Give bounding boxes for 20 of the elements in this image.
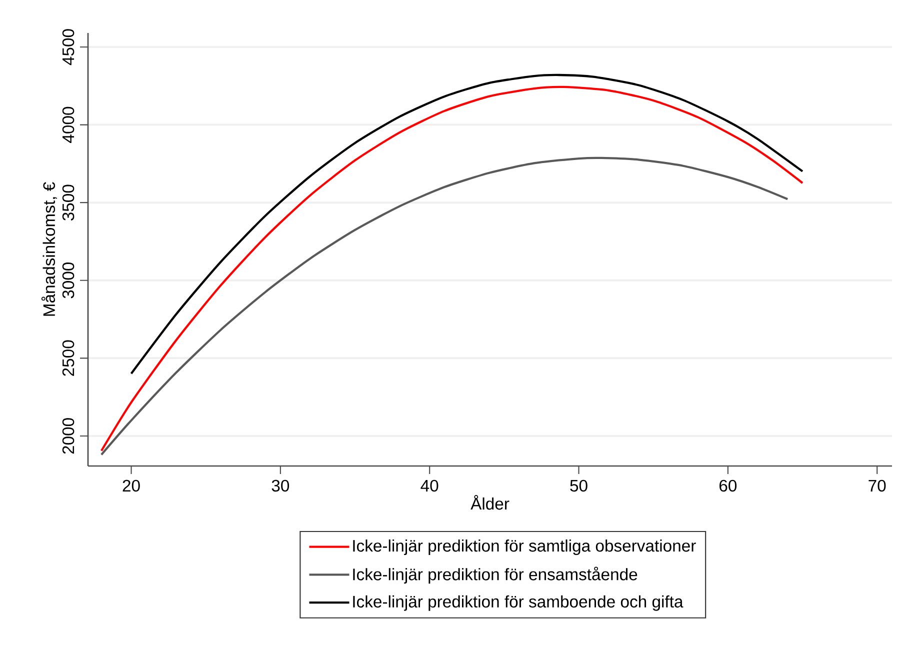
y-tick-label: 3000 <box>62 262 74 298</box>
y-tick-label: 3500 <box>62 184 74 220</box>
line-series <box>130 74 804 375</box>
y-tick-label: 2000 <box>62 418 74 454</box>
line-series <box>100 86 804 452</box>
legend-label: Icke-linjär prediktion för samboende och gifta <box>353 595 684 611</box>
x-tick-label: 30 <box>272 480 290 492</box>
y-tick-label: 2500 <box>62 340 74 376</box>
x-tick-label: 60 <box>720 480 737 492</box>
x-tick-label: 50 <box>570 480 588 492</box>
legend-label: Icke-linjär prediktion för ensamstående <box>353 566 638 584</box>
x-tick-label: 40 <box>420 480 438 492</box>
y-tick-label: 4500 <box>62 29 74 66</box>
y-tick-label: 4000 <box>62 106 74 143</box>
x-tick-label: 70 <box>868 480 886 492</box>
x-tick-label: 20 <box>122 480 140 492</box>
legend-label: Icke-linjär prediktion för samtliga observationer <box>353 539 696 556</box>
line-series <box>100 156 789 456</box>
x-axis-title: Ålder <box>470 494 510 510</box>
y-axis-title: Månadsinkomst, € <box>41 182 58 316</box>
